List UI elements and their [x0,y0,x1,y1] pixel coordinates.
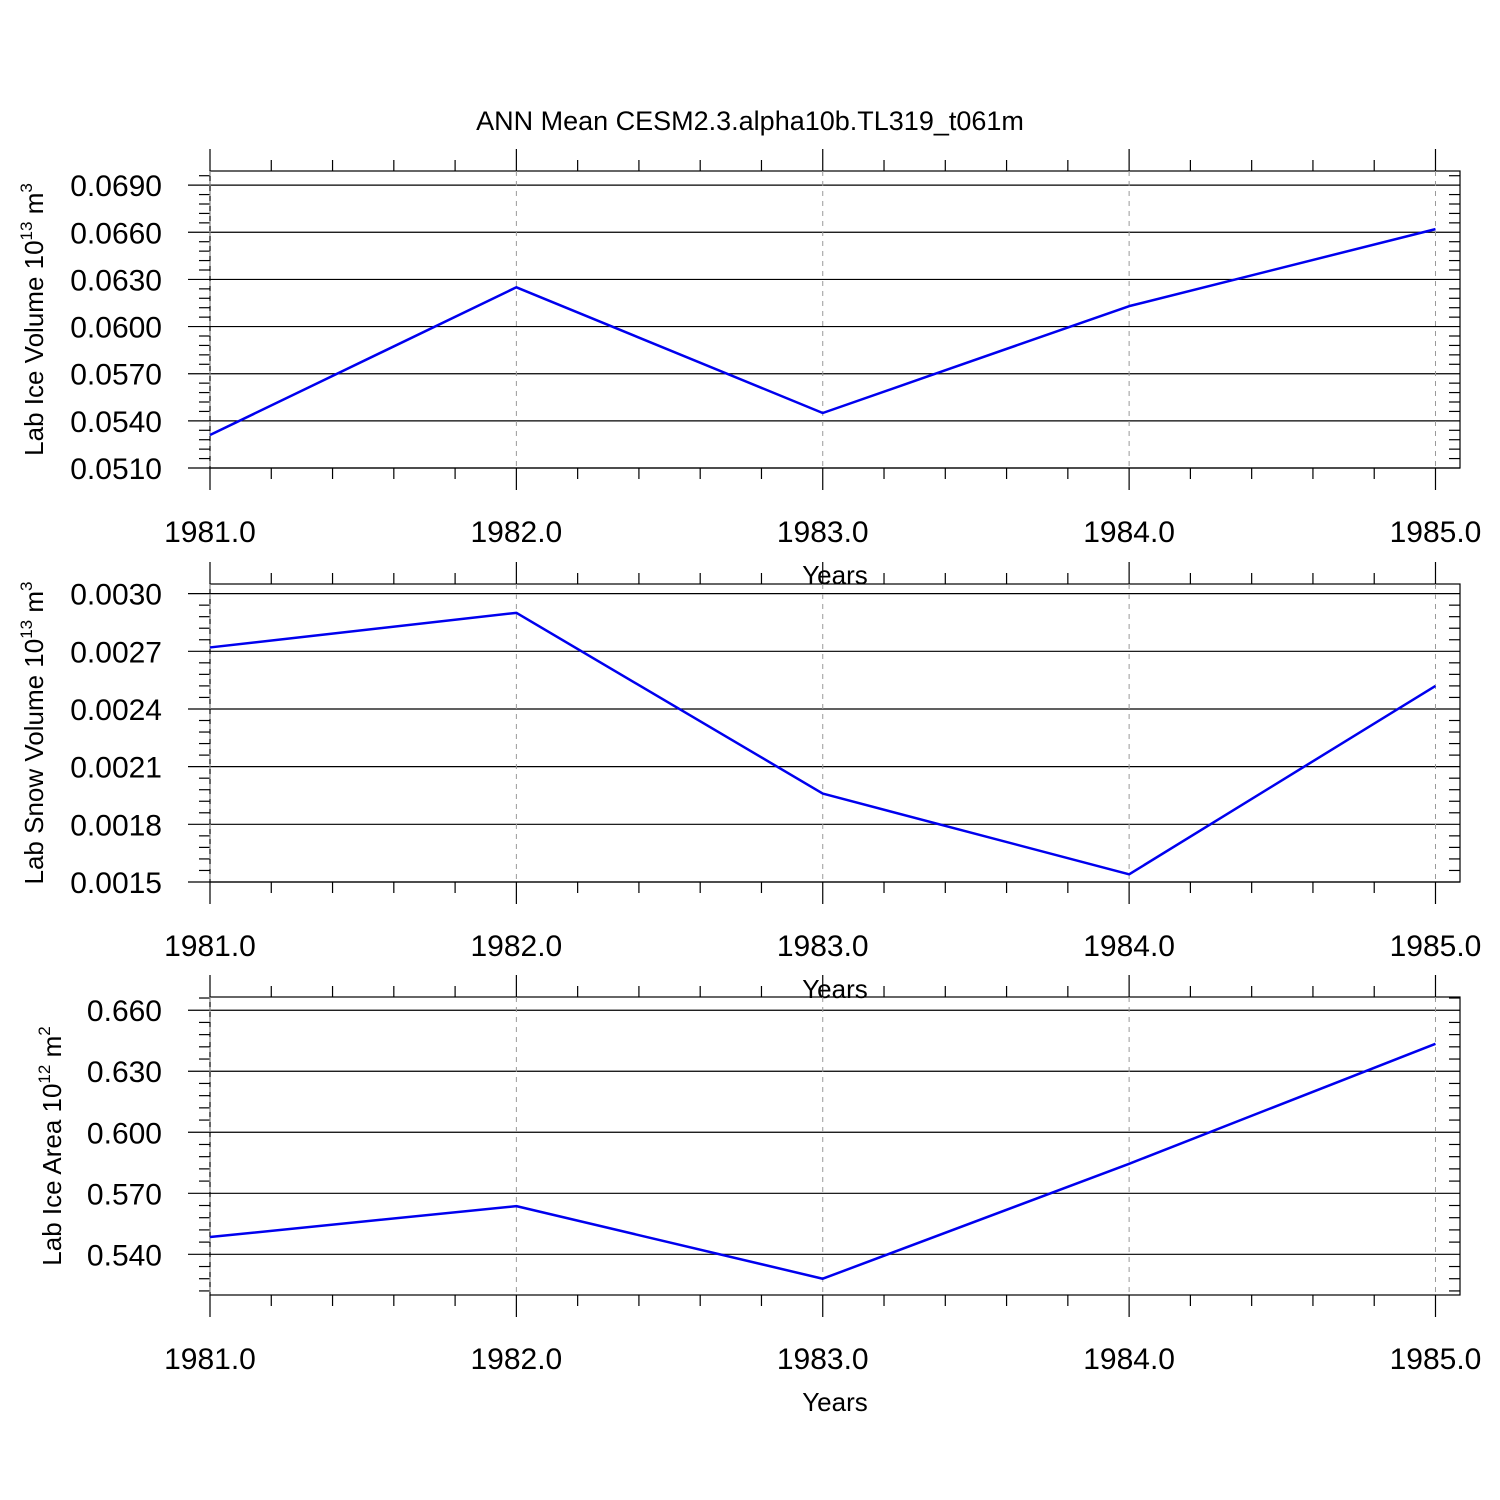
y-axis-title: Lab Ice Volume 1013 m3 [17,183,49,456]
y-tick-label: 0.0024 [70,694,162,727]
y-axis-title: Lab Snow Volume 1013 m3 [17,581,49,884]
plot-frame [209,996,1461,1296]
x-tick-label: 1981.0 [164,516,256,549]
y-tick-label: 0.0018 [70,809,162,842]
y-axis-title-superscript: 13 [17,620,36,639]
y-tick-label: 0.0021 [70,752,162,785]
plot-frame [209,583,1461,883]
x-tick-label: 1983.0 [777,516,869,549]
y-axis-title-part: Lab Snow Volume 10 [19,639,49,885]
x-axis-title: Years [802,974,868,1004]
plot-panel-3: 0.540 0.570 0.600 0.630 0.660 1981.0 1982.0 198… [35,975,1481,1417]
x-tick-label: 1982.0 [470,516,562,549]
plot-frame [209,170,1461,469]
y-tick-label: 0.600 [87,1117,162,1150]
y-axis-title-superscript: 2 [35,1026,54,1035]
y-axis-title-superscript: 13 [17,222,36,241]
y-tick-label: 0.0027 [70,636,162,669]
y-tick-label: 0.0015 [70,867,162,900]
y-axis-title-superscript: 3 [17,581,36,590]
y-tick-label: 0.0600 [70,312,162,345]
y-axis-title-part: m [19,591,49,620]
x-axis-title: Years [802,560,868,590]
x-tick-label: 1983.0 [777,1343,869,1376]
y-axis-title-superscript: 12 [35,1065,54,1084]
x-tick-label: 1984.0 [1083,516,1175,549]
x-tick-label: 1981.0 [164,1343,256,1376]
plot-panel-1: 0.0510 0.0540 0.0570 0.0600 0.0630 0.0660 0.06… [17,149,1481,590]
y-tick-label: 0.540 [87,1239,162,1272]
x-tick-label: 1981.0 [164,930,256,963]
y-axis-title-part: m [19,193,49,222]
x-tick-label: 1982.0 [470,1343,562,1376]
x-tick-label: 1982.0 [470,930,562,963]
y-tick-label: 0.0570 [70,359,162,392]
y-axis-title: Lab Ice Area 1012 m2 [35,1026,67,1265]
x-tick-label: 1984.0 [1083,1343,1175,1376]
y-tick-label: 0.0030 [70,579,162,612]
page-title: ANN Mean CESM2.3.alpha10b.TL319_t061m [476,106,1024,136]
y-tick-label: 0.0660 [70,217,162,250]
y-axis-title-part: m [37,1036,67,1065]
y-tick-label: 0.0510 [70,453,162,486]
x-tick-label: 1985.0 [1390,516,1482,549]
y-tick-label: 0.0690 [70,170,162,203]
y-axis-title-part: Lab Ice Volume 10 [19,240,49,455]
x-tick-label: 1984.0 [1083,930,1175,963]
y-tick-label: 0.0540 [70,406,162,439]
x-axis-title: Years [802,1387,868,1417]
y-tick-label: 0.570 [87,1178,162,1211]
y-tick-label: 0.0630 [70,264,162,297]
plot-panel-2: 0.0015 0.0018 0.0021 0.0024 0.0027 0.0030 1981… [17,562,1481,1004]
y-tick-label: 0.660 [87,995,162,1028]
y-tick-label: 0.630 [87,1056,162,1089]
x-tick-label: 1985.0 [1390,1343,1482,1376]
y-axis-title-superscript: 3 [17,183,36,192]
x-tick-label: 1985.0 [1390,930,1482,963]
y-axis-title-part: Lab Ice Area 10 [37,1084,67,1266]
x-tick-label: 1983.0 [777,930,869,963]
